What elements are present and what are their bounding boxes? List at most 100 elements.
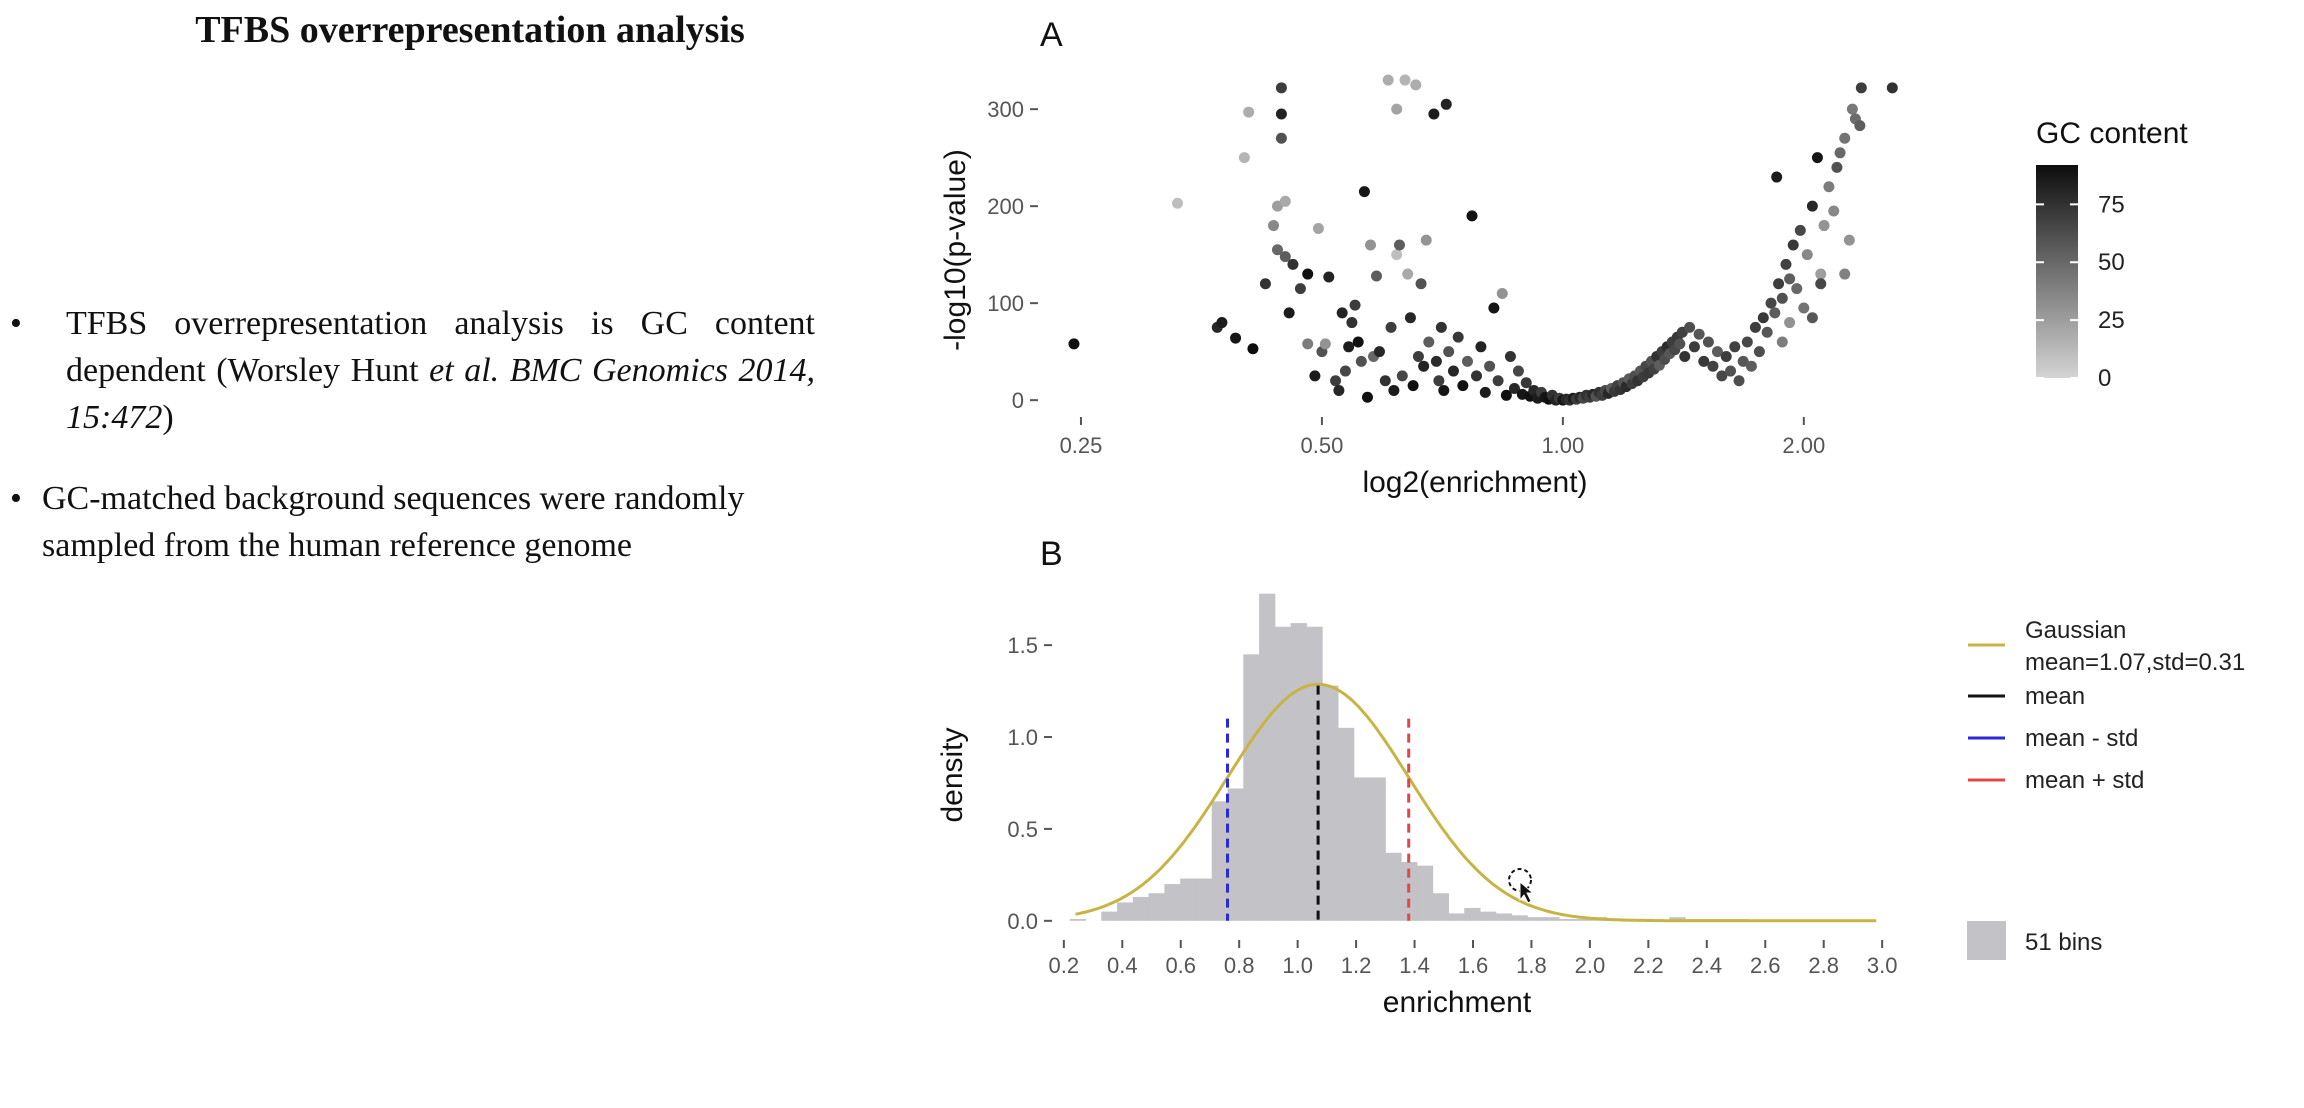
bullet-text-end: ): [162, 399, 174, 436]
histogram-bar: [1464, 907, 1481, 921]
volcano-point: [1716, 370, 1728, 382]
histogram-bar: [1164, 884, 1181, 921]
volcano-point: [1818, 220, 1830, 232]
volcano-x-label: log2(enrichment): [1362, 466, 1587, 499]
volcano-point: [1336, 307, 1348, 319]
histogram-bar: [1574, 918, 1591, 921]
histogram-bar: [1132, 896, 1150, 921]
volcano-point: [1815, 278, 1827, 290]
volcano-point: [1259, 278, 1271, 290]
volcano-point: [1679, 351, 1691, 363]
volcano-point: [1854, 120, 1866, 132]
volcano-point: [1698, 355, 1710, 367]
volcano-point: [1385, 321, 1397, 333]
volcano-point: [1279, 195, 1291, 207]
gaussian-curve: [1075, 682, 1877, 923]
volcano-point: [1447, 365, 1459, 377]
volcano-point: [1404, 312, 1416, 324]
histogram-x-axis: 0.2 0.4 0.6 0.8 1.0 1.2 1.4 1.6 1.8 2.0 2.2 2.4 2.6 2…: [1049, 940, 1897, 978]
volcano-point: [1393, 239, 1405, 251]
histogram-bar: [1069, 918, 1086, 921]
volcano-point: [1761, 326, 1773, 338]
volcano-point: [1319, 338, 1331, 350]
volcano-point: [1309, 370, 1321, 382]
gc-tick-label: 25: [2098, 307, 2125, 334]
volcano-point: [1382, 74, 1394, 86]
volcano-point: [1268, 220, 1280, 232]
histogram-bar: [1385, 852, 1402, 921]
volcano-point: [1283, 307, 1295, 319]
volcano-point: [1302, 268, 1314, 280]
volcano-point: [1355, 355, 1367, 367]
volcano-point: [1349, 299, 1361, 311]
volcano-point: [1339, 365, 1351, 377]
volcano-point: [1776, 292, 1788, 304]
histogram-y-tick-label: 1.5: [1007, 633, 1038, 658]
volcano-point: [1171, 197, 1183, 209]
histogram-bar: [1211, 801, 1229, 921]
volcano-point: [1323, 271, 1335, 283]
bullet-text: TFBS overrepresentation analysis is GC c…: [66, 305, 815, 389]
bullet-item-gc-dependence: • TFBS overrepresentation analysis is GC…: [0, 300, 815, 441]
volcano-point: [1765, 297, 1777, 309]
volcano-point: [1508, 383, 1520, 395]
volcano-point: [1412, 351, 1424, 363]
volcano-point: [1475, 341, 1487, 353]
histogram-bar: [1432, 893, 1449, 921]
legend-gaussian-params: mean=1.07,std=0.31: [2025, 649, 2245, 676]
histogram-bar: [1195, 878, 1213, 921]
volcano-point: [1702, 336, 1714, 348]
volcano-point: [1693, 328, 1705, 340]
histogram-bars: [1069, 593, 1749, 921]
volcano-point: [1784, 273, 1796, 285]
legend-bins-label: 51 bins: [2025, 929, 2102, 956]
volcano-point: [1275, 82, 1287, 94]
histogram-x-tick-label: 2.4: [1692, 953, 1723, 978]
histogram-x-tick-label: 1.6: [1458, 953, 1489, 978]
volcano-point: [1275, 108, 1287, 120]
volcano-point: [1399, 74, 1411, 86]
volcano-point: [1279, 251, 1291, 263]
volcano-points: [1068, 74, 1898, 406]
volcano-point: [1410, 79, 1422, 91]
volcano-point: [1834, 147, 1846, 159]
volcano-point: [1396, 370, 1408, 382]
volcano-point: [1839, 132, 1851, 144]
histogram-y-axis: 0.0 0.5 1.0 1.5: [1007, 633, 1052, 934]
gc-tick-label: 50: [2098, 249, 2125, 276]
volcano-point: [1457, 380, 1469, 392]
histogram-x-tick-label: 2.0: [1575, 953, 1606, 978]
volcano-point: [1402, 268, 1414, 280]
volcano-point: [1798, 302, 1810, 314]
bullet-text: GC-matched background sequences were ran…: [42, 480, 745, 564]
volcano-point: [1520, 377, 1532, 389]
volcano-point: [1479, 386, 1491, 398]
histogram-bar: [1148, 893, 1165, 921]
legend-bins-key: [1967, 921, 2006, 960]
histogram-bar: [1243, 654, 1260, 921]
histogram-x-label: enrichment: [1383, 986, 1532, 1019]
histogram-y-label: density: [936, 727, 969, 822]
volcano-point: [1771, 171, 1783, 183]
volcano-x-tick-label: 0.25: [1060, 433, 1103, 458]
volcano-point: [1484, 360, 1496, 372]
volcano-y-tick-label: 0: [1012, 388, 1024, 413]
volcano-point: [1846, 103, 1858, 115]
volcano-y-tick-label: 100: [987, 291, 1024, 316]
volcano-point: [1271, 244, 1283, 256]
volcano-point: [1720, 351, 1732, 363]
slide-title: TFBS overrepresentation analysis: [195, 9, 745, 51]
histogram-bar: [1558, 918, 1576, 921]
volcano-point: [1753, 346, 1765, 358]
volcano-point: [1343, 341, 1355, 353]
volcano-point: [1725, 365, 1737, 377]
volcano-point: [1488, 302, 1500, 314]
histogram-bar: [1227, 788, 1244, 921]
histogram-bar: [1101, 911, 1118, 921]
volcano-point: [1275, 132, 1287, 144]
volcano-point: [1815, 268, 1827, 280]
volcano-point: [1333, 384, 1345, 396]
volcano-point: [1688, 341, 1700, 353]
volcano-point: [1415, 278, 1427, 290]
